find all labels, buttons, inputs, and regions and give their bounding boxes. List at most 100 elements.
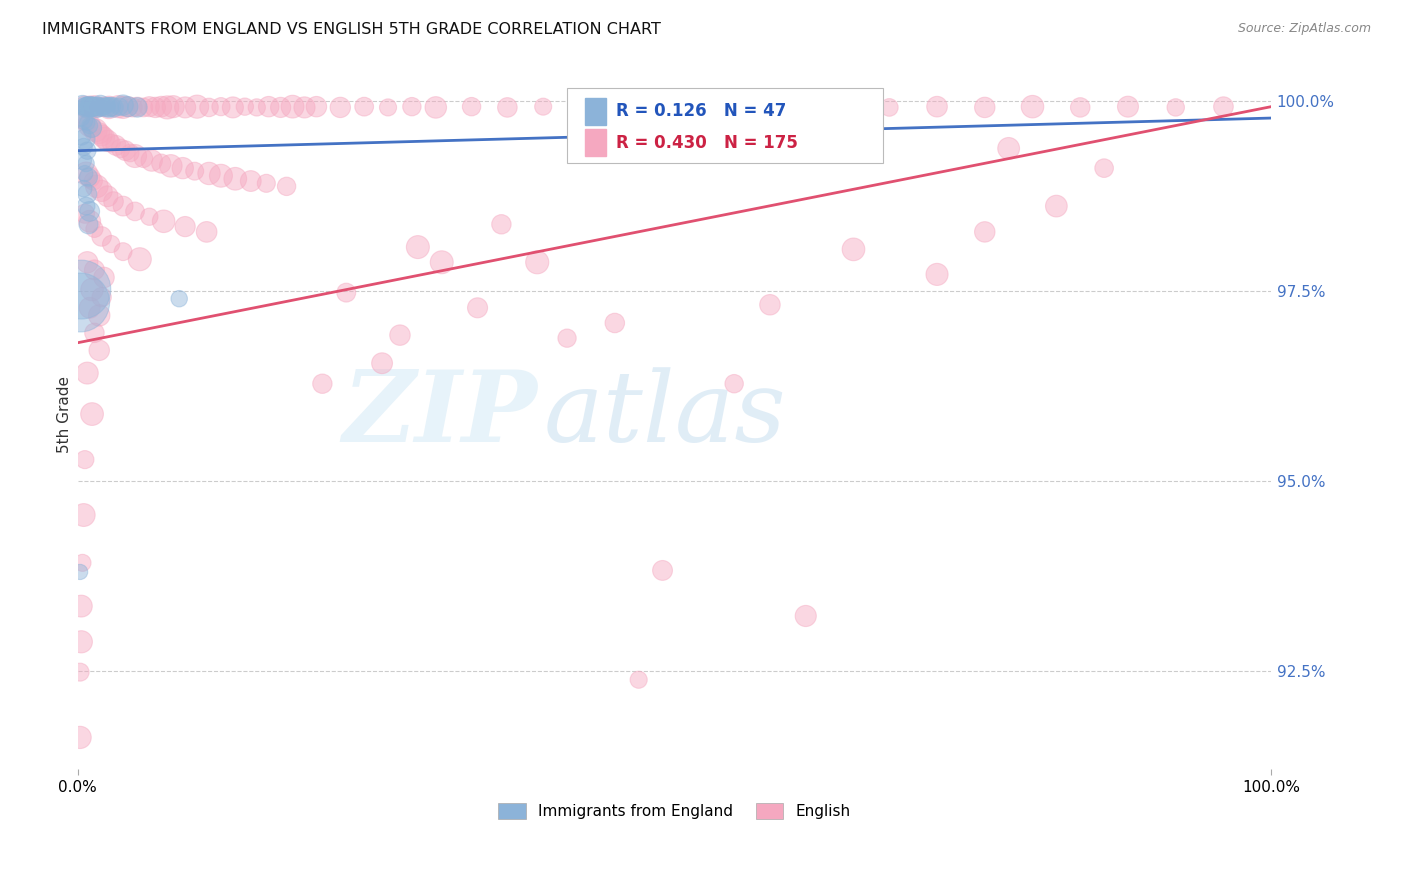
Point bbox=[77, 217, 100, 231]
Point bbox=[183, 164, 205, 178]
Point bbox=[1069, 100, 1091, 114]
Point bbox=[150, 156, 173, 170]
Point bbox=[80, 407, 103, 421]
Point bbox=[75, 199, 97, 213]
Point bbox=[103, 100, 125, 114]
Point bbox=[82, 174, 104, 188]
Point bbox=[79, 204, 101, 219]
Point bbox=[73, 113, 96, 128]
Point bbox=[198, 100, 221, 114]
Point bbox=[100, 136, 122, 150]
Point bbox=[69, 295, 91, 310]
Point bbox=[117, 100, 139, 114]
Point bbox=[377, 100, 399, 114]
Point bbox=[640, 100, 662, 114]
Point bbox=[117, 100, 139, 114]
Point bbox=[747, 100, 769, 114]
Point bbox=[141, 153, 163, 168]
Point bbox=[90, 229, 112, 244]
Point bbox=[70, 283, 93, 297]
Point bbox=[73, 100, 96, 114]
Point bbox=[76, 144, 98, 158]
Point bbox=[371, 356, 394, 370]
Point bbox=[90, 184, 112, 198]
Point bbox=[1092, 161, 1115, 176]
Text: Source: ZipAtlas.com: Source: ZipAtlas.com bbox=[1237, 22, 1371, 36]
Point bbox=[401, 100, 423, 114]
Point bbox=[77, 170, 100, 185]
Point bbox=[77, 98, 100, 112]
Point bbox=[124, 204, 146, 219]
Point bbox=[73, 166, 96, 180]
Point bbox=[831, 100, 853, 114]
Point bbox=[93, 100, 115, 114]
Point bbox=[491, 217, 513, 231]
Point bbox=[83, 326, 105, 340]
Point bbox=[997, 141, 1019, 155]
Point bbox=[127, 100, 149, 114]
Point bbox=[353, 100, 375, 114]
Point bbox=[89, 126, 111, 140]
Point bbox=[925, 100, 948, 114]
Point bbox=[723, 376, 745, 391]
Point bbox=[76, 186, 98, 201]
Point bbox=[555, 331, 578, 345]
Text: R = 0.126   N = 47: R = 0.126 N = 47 bbox=[616, 103, 786, 120]
Point bbox=[90, 128, 112, 143]
Point bbox=[103, 194, 125, 209]
Point bbox=[603, 100, 626, 114]
Point bbox=[531, 100, 554, 114]
Point bbox=[70, 128, 93, 143]
Point bbox=[73, 508, 96, 522]
Point bbox=[112, 100, 135, 114]
Point bbox=[103, 100, 125, 114]
Point bbox=[257, 100, 280, 114]
Point bbox=[150, 100, 173, 114]
Point bbox=[174, 100, 197, 114]
Point bbox=[76, 115, 98, 129]
Point bbox=[132, 100, 155, 114]
Point bbox=[73, 132, 96, 146]
Point bbox=[651, 564, 673, 578]
Point bbox=[159, 159, 181, 173]
Point bbox=[406, 240, 429, 254]
Point bbox=[172, 161, 194, 176]
Point bbox=[842, 243, 865, 257]
Point bbox=[1116, 100, 1139, 114]
Point bbox=[246, 100, 269, 114]
Point bbox=[97, 98, 120, 112]
Point bbox=[783, 100, 806, 114]
Point bbox=[72, 153, 94, 168]
Point bbox=[79, 119, 101, 133]
Point bbox=[425, 100, 447, 114]
Point bbox=[93, 130, 115, 145]
Point bbox=[186, 100, 208, 114]
Point bbox=[388, 328, 411, 343]
Point bbox=[108, 100, 131, 114]
Point bbox=[69, 565, 91, 579]
Point bbox=[89, 98, 111, 112]
Point bbox=[209, 100, 232, 114]
Point bbox=[79, 100, 101, 114]
Point bbox=[72, 556, 94, 570]
Point bbox=[75, 156, 97, 170]
Point bbox=[233, 100, 256, 114]
Text: IMMIGRANTS FROM ENGLAND VS ENGLISH 5TH GRADE CORRELATION CHART: IMMIGRANTS FROM ENGLAND VS ENGLISH 5TH G… bbox=[42, 22, 661, 37]
Point bbox=[79, 119, 101, 133]
Text: atlas: atlas bbox=[543, 367, 786, 462]
Point bbox=[83, 100, 105, 114]
Point bbox=[110, 141, 132, 155]
Point bbox=[114, 144, 136, 158]
Point bbox=[70, 599, 93, 613]
Legend: Immigrants from England, English: Immigrants from England, English bbox=[492, 797, 856, 825]
Point bbox=[127, 100, 149, 114]
Point bbox=[209, 169, 232, 183]
Text: ZIP: ZIP bbox=[342, 367, 537, 463]
Point bbox=[83, 222, 105, 236]
Point bbox=[254, 177, 277, 191]
Point bbox=[93, 270, 115, 285]
Point bbox=[239, 174, 262, 188]
Point bbox=[305, 100, 328, 114]
Point bbox=[496, 100, 519, 114]
Point bbox=[224, 171, 246, 186]
